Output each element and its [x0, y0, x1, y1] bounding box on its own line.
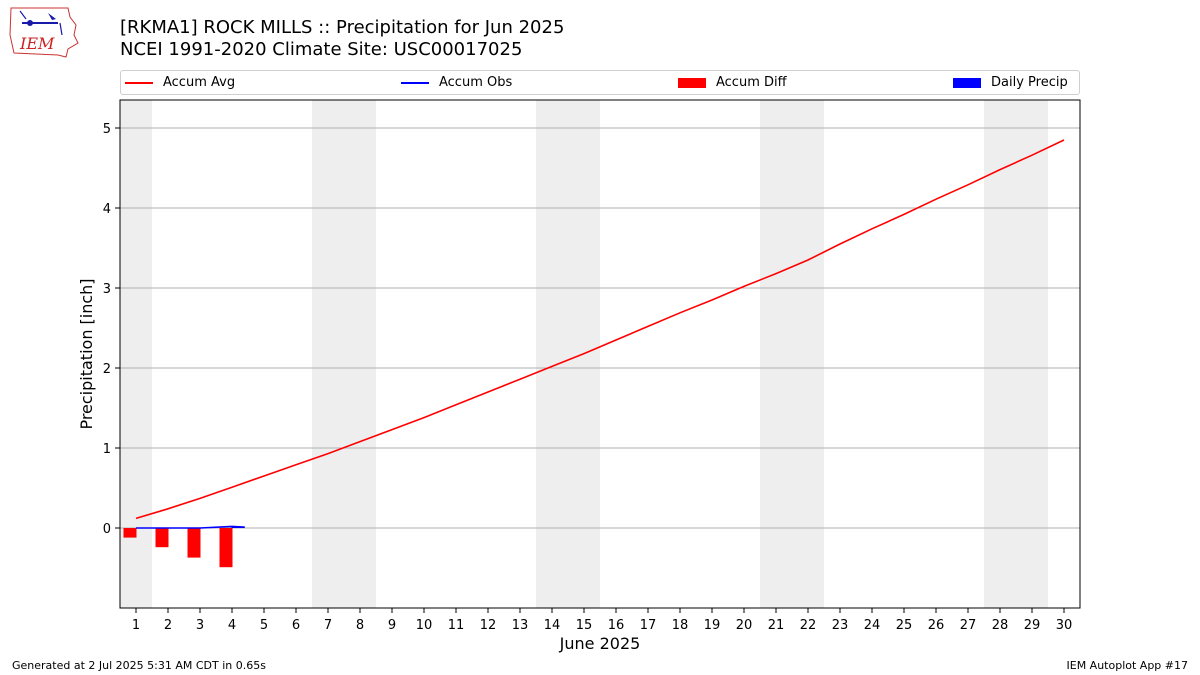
accum-diff-bar [155, 528, 169, 548]
y-tick-label: 4 [103, 202, 111, 217]
iem-logo: IEM [9, 7, 79, 58]
x-tick-label: 27 [960, 618, 977, 633]
accum-diff-bar [123, 528, 137, 538]
weekend-band [312, 100, 376, 608]
x-tick-label: 6 [292, 618, 300, 633]
generated-timestamp: Generated at 2 Jul 2025 5:31 AM CDT in 0… [12, 659, 266, 672]
x-tick-label: 22 [800, 618, 817, 633]
weekend-band [120, 100, 152, 608]
y-axis-label: Precipitation [inch] [77, 278, 96, 429]
x-tick-label: 7 [324, 618, 332, 633]
x-tick-label: 15 [576, 618, 593, 633]
x-tick-label: 26 [928, 618, 945, 633]
x-tick-label: 13 [512, 618, 529, 633]
legend-item-accum-diff: Accum Diff [678, 71, 787, 94]
accum-obs-line [136, 525, 245, 529]
x-tick-label: 5 [260, 618, 268, 633]
x-tick-label: 25 [896, 618, 913, 633]
x-tick-label: 4 [228, 618, 236, 633]
x-tick-label: 12 [480, 618, 497, 633]
x-tick-label: 17 [640, 618, 657, 633]
x-tick-label: 23 [832, 618, 849, 633]
chart-title: [RKMA1] ROCK MILLS :: Precipitation for … [120, 17, 565, 38]
plot-frame [119, 99, 1081, 609]
x-tick-label: 19 [704, 618, 721, 633]
y-tick-label: 2 [103, 362, 111, 377]
legend-label: Accum Avg [163, 75, 236, 90]
x-tick-label: 24 [864, 618, 881, 633]
y-tick-label: 5 [103, 122, 111, 137]
x-tick-label: 3 [196, 618, 204, 633]
legend-label: Daily Precip [991, 75, 1068, 90]
legend-item-accum-avg: Accum Avg [125, 71, 235, 94]
x-axis-ticks: 1 2 3 4 5 6 7 8 9 10 11 12 13 14 15 16 17 18 19 20 21 22 23 24 2… [132, 608, 1072, 633]
x-tick-label: 29 [1024, 618, 1041, 633]
y-tick-label: 3 [103, 282, 111, 297]
x-tick-label: 11 [448, 618, 465, 633]
y-gridlines [120, 127, 1080, 529]
logo-text: IEM [19, 34, 55, 53]
x-tick-label: 20 [736, 618, 753, 633]
legend-label: Accum Diff [716, 75, 787, 90]
legend: Accum Avg Accum Obs Accum Diff Daily Pre… [120, 70, 1080, 95]
legend-label: Accum Obs [439, 75, 513, 90]
accum-avg-line [135, 139, 1065, 520]
accum-diff-bar [219, 528, 233, 568]
x-tick-label: 2 [164, 618, 172, 633]
x-axis-label: June 2025 [559, 634, 641, 653]
weekend-band [984, 100, 1048, 608]
weekend-band [760, 100, 824, 608]
chart-subtitle: NCEI 1991-2020 Climate Site: USC00017025 [120, 39, 523, 60]
x-tick-label: 8 [356, 618, 364, 633]
legend-item-daily-precip: Daily Precip [953, 71, 1068, 94]
legend-item-accum-obs: Accum Obs [401, 71, 512, 94]
weekend-bands [120, 100, 1048, 608]
accum-diff-bars [123, 528, 233, 568]
x-tick-label: 1 [132, 618, 140, 633]
legend-swatch-accum-avg [125, 81, 153, 84]
x-tick-label: 21 [768, 618, 785, 633]
x-tick-label: 30 [1056, 618, 1073, 633]
legend-swatch-accum-obs [401, 81, 429, 84]
y-axis-ticks: 0 1 2 3 4 5 [103, 122, 120, 537]
x-tick-label: 16 [608, 618, 625, 633]
x-tick-label: 28 [992, 618, 1009, 633]
app-credit: IEM Autoplot App #17 [1066, 659, 1189, 672]
x-tick-label: 9 [388, 618, 396, 633]
accum-diff-bar [187, 528, 201, 558]
y-tick-label: 0 [103, 522, 111, 537]
legend-swatch-daily-precip [953, 77, 981, 88]
weekend-band [536, 100, 600, 608]
legend-swatch-accum-diff [678, 77, 706, 88]
x-tick-label: 10 [416, 618, 433, 633]
x-tick-label: 14 [544, 618, 561, 633]
y-tick-label: 1 [103, 442, 111, 457]
x-tick-label: 18 [672, 618, 689, 633]
